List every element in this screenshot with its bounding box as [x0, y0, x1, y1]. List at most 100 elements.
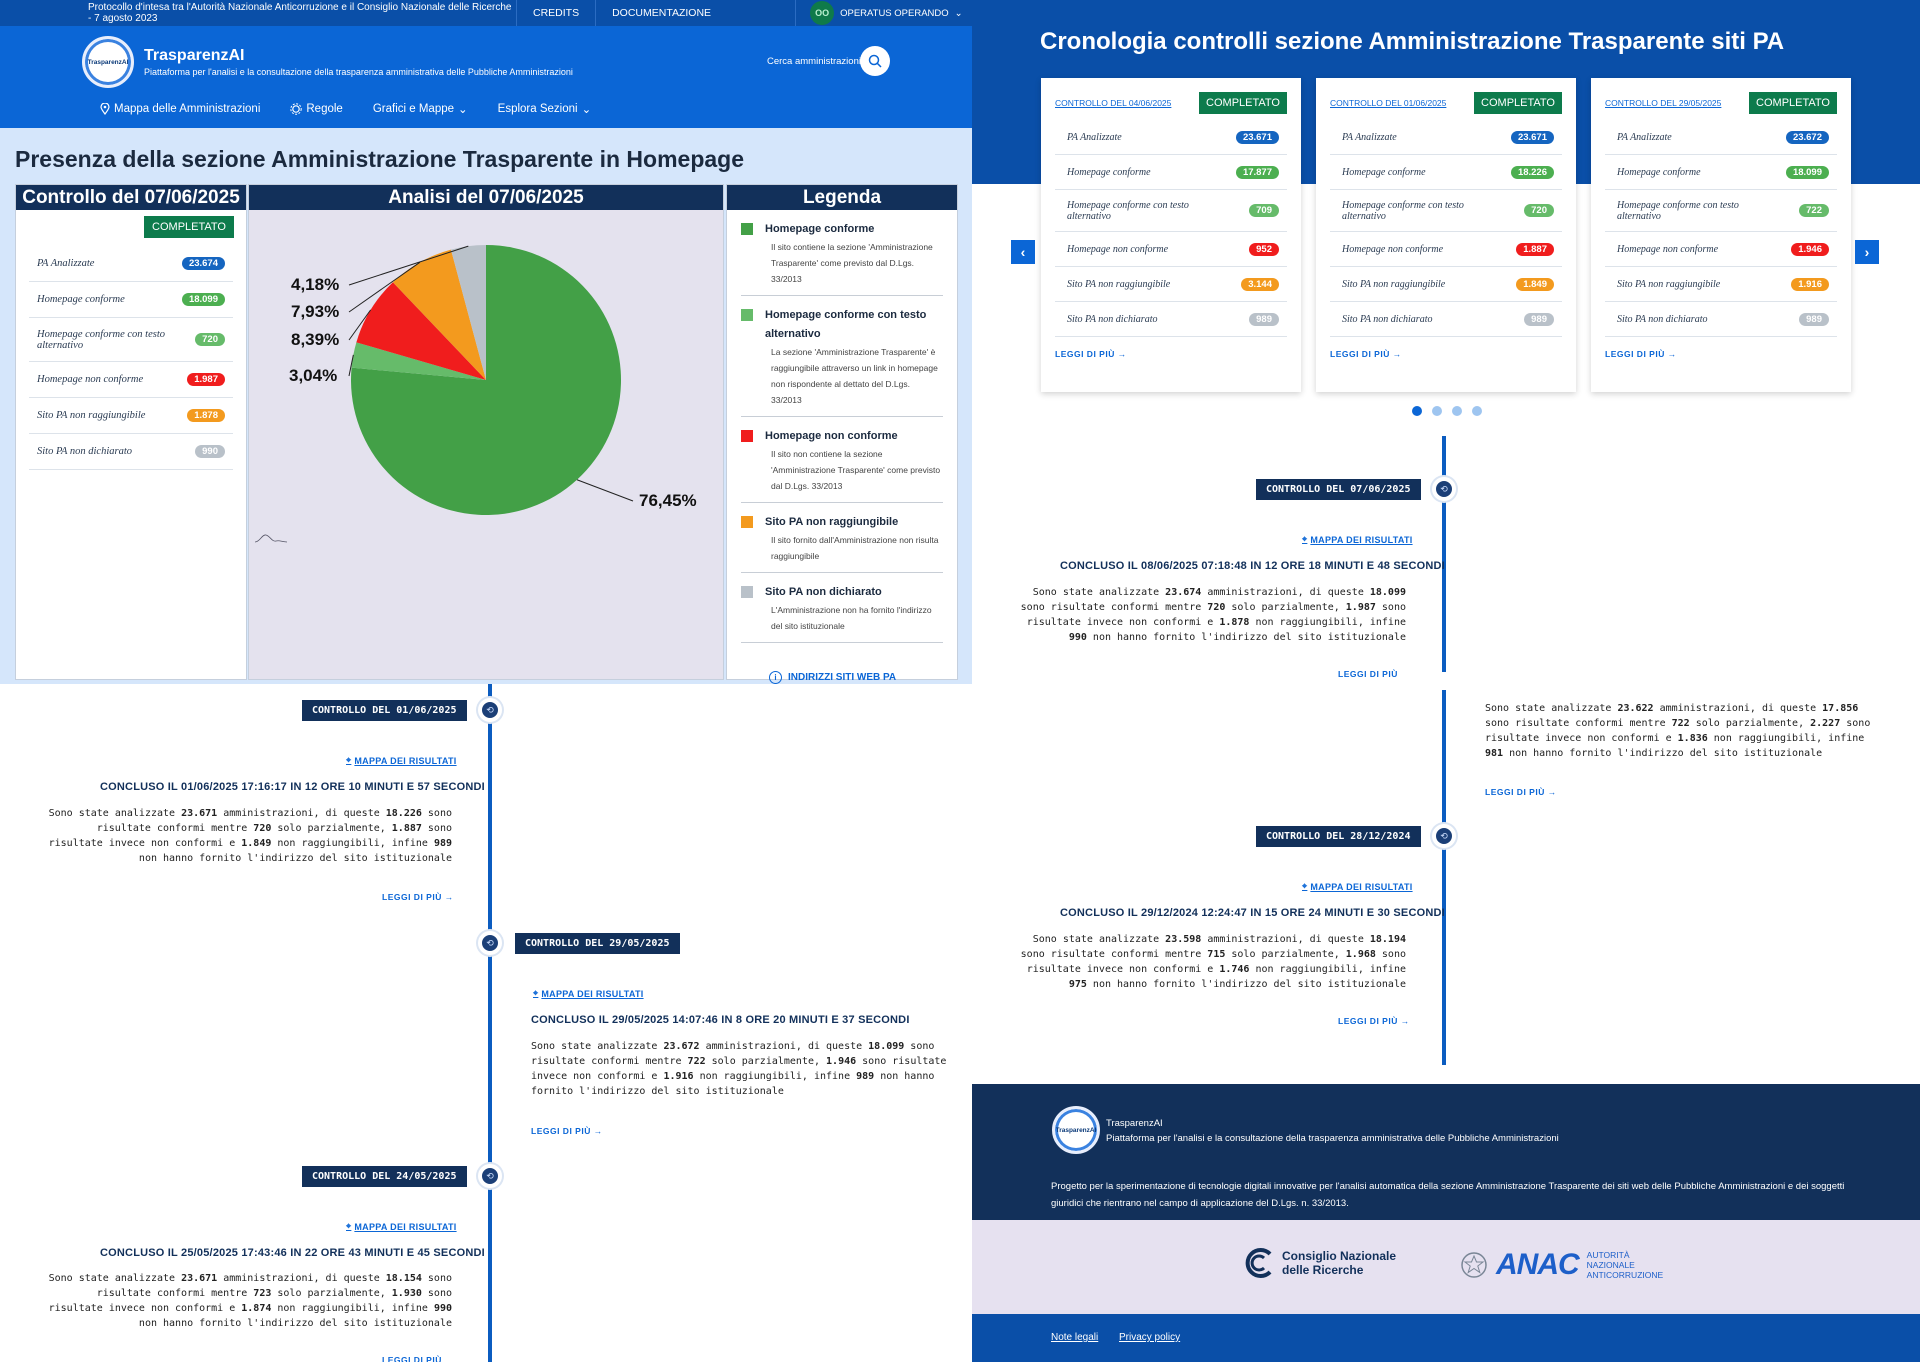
documentation-link[interactable]: DOCUMENTAZIONE: [595, 0, 795, 26]
stat-value: 989: [1524, 312, 1554, 326]
anac-logo[interactable]: ANAC AUTORITÀ NAZIONALE ANTICORRUZIONE: [1460, 1248, 1663, 1282]
analysis-box: Analisi del 07/06/2025 76,45% 3,04% 8,39% 7…: [248, 184, 724, 680]
stat-row: Sito PA non dichiarato 989: [1605, 302, 1837, 337]
legend-swatch: [741, 516, 753, 528]
summary-text: solo parzialmente,: [271, 823, 392, 834]
map-results-link[interactable]: ⌖ MAPPA DEI RISULTATI: [346, 755, 457, 766]
sparkline-icon: [254, 534, 288, 543]
pie-data-label: 3,04%: [289, 366, 337, 385]
search-button[interactable]: [860, 46, 890, 76]
read-more-link[interactable]: LEGGI DI PIÙ: [1338, 669, 1398, 679]
legend-heading: Legenda: [727, 185, 957, 210]
protocol-text: Protocollo d'intesa tra l'Autorità Nazio…: [88, 2, 512, 24]
summary-number: 715: [1207, 949, 1226, 960]
summary-number: 1.916: [663, 1071, 694, 1082]
legend-description: Il sito non contiene la sezione 'Amminis…: [771, 449, 941, 491]
carousel-dot[interactable]: [1452, 406, 1462, 416]
summary-number: 1.746: [1219, 964, 1250, 975]
summary-text: amministrazioni, di queste: [1201, 587, 1370, 598]
summary-number: 18.099: [1369, 587, 1406, 598]
brand-logo[interactable]: TrasparenzAI: [82, 36, 134, 88]
chevron-left-icon: ‹: [1020, 244, 1026, 260]
nav-rules[interactable]: Regole: [290, 102, 343, 116]
summary-text: sono risultate invece non conformi e: [1485, 718, 1871, 744]
status-menu[interactable]: OO OPERATUS OPERANDO ⌄: [795, 0, 963, 26]
carousel-prev-button[interactable]: ‹: [1011, 240, 1035, 264]
stat-value: 989: [1249, 312, 1279, 326]
pie-slice[interactable]: [450, 245, 486, 380]
map-pin-icon: [100, 103, 110, 115]
pie-leader-line: [348, 354, 354, 377]
brand-name[interactable]: TrasparenzAI: [144, 47, 245, 64]
footer-logo[interactable]: TrasparenzAI: [1052, 1106, 1100, 1154]
stat-row: Sito PA non dichiarato 990: [29, 434, 233, 470]
map-results-link[interactable]: ⌖ MAPPA DEI RISULTATI: [346, 1221, 457, 1232]
nav-map[interactable]: Mappa delle Amministrazioni: [100, 102, 260, 116]
carousel-next-button[interactable]: ›: [1855, 240, 1879, 264]
stat-value: 1.946: [1791, 242, 1829, 256]
read-more-link[interactable]: LEGGI DI PIÙ →: [1330, 349, 1402, 359]
read-more-link[interactable]: LEGGI DI PIÙ →: [382, 892, 454, 902]
carousel-dot[interactable]: [1432, 406, 1442, 416]
credits-link[interactable]: CREDITS: [516, 0, 595, 26]
read-more-link[interactable]: LEGGI DI PIÙ →: [1605, 349, 1677, 359]
stat-label: Sito PA non dichiarato: [1617, 313, 1708, 325]
pie-slice[interactable]: [351, 342, 486, 380]
summary-number: 723: [253, 1288, 272, 1299]
cnr-logo[interactable]: Consiglio Nazionale delle Ricerche: [1242, 1246, 1396, 1280]
pie-leader-line: [348, 261, 421, 313]
nav-rules-label: Regole: [306, 103, 343, 115]
map-results-link[interactable]: ⌖ MAPPA DEI RISULTATI: [1302, 534, 1413, 545]
read-more-link[interactable]: LEGGI DI PIÙ →: [1485, 787, 1557, 797]
summary-text: non raggiungibili, infine: [271, 1303, 434, 1314]
timeline-node-icon: ⟲: [478, 698, 502, 722]
stat-value: 23.671: [1235, 130, 1279, 144]
card-control-link[interactable]: CONTROLLO DEL 04/06/2025: [1055, 98, 1172, 108]
summary-text: amministrazioni, di queste: [699, 1041, 869, 1052]
nav-charts-label: Grafici e Mappe: [372, 103, 455, 115]
summary-number: 722: [1671, 718, 1690, 729]
timeline-tag: CONTROLLO DEL 29/05/2025: [515, 933, 680, 954]
pie-data-label: 7,93%: [291, 302, 339, 321]
stat-row: Homepage non conforme 952: [1055, 232, 1287, 267]
pie-slice[interactable]: [351, 245, 621, 515]
map-results-label: MAPPA DEI RISULTATI: [541, 988, 644, 999]
addresses-link-label: INDIRIZZI SITI WEB PA: [788, 672, 897, 683]
summary-text: solo parzialmente,: [271, 1288, 392, 1299]
pie-slice[interactable]: [356, 282, 486, 380]
summary-text: non hanno fornito l'indirizzo del sito i…: [1503, 748, 1823, 759]
privacy-policy-link[interactable]: Privacy policy: [1119, 1332, 1181, 1343]
summary-number: 23.674: [1165, 587, 1202, 598]
summary-text: sono risultate conformi mentre: [1020, 602, 1208, 613]
stat-value: 18.226: [1510, 165, 1554, 179]
map-results-link[interactable]: ⌖ MAPPA DEI RISULTATI: [1302, 881, 1413, 892]
read-more-link[interactable]: LEGGI DI PIÙ →: [1338, 1016, 1410, 1026]
summary-text: non hanno fornito l'indirizzo del sito i…: [138, 853, 452, 864]
stat-row: Homepage conforme 18.099: [29, 282, 233, 318]
timeline-summary: Sono state analizzate 23.672 amministraz…: [531, 1039, 951, 1099]
timeline-summary: Sono state analizzate 23.622 amministraz…: [1485, 701, 1885, 761]
read-more-link[interactable]: LEGGI DI PIÙ: [382, 1355, 442, 1362]
carousel-dot[interactable]: [1412, 406, 1422, 416]
page-title: Presenza della sezione Amministrazione T…: [15, 146, 745, 172]
legal-notes-link[interactable]: Note legali: [1051, 1332, 1099, 1343]
card-control-link[interactable]: CONTROLLO DEL 01/06/2025: [1330, 98, 1447, 108]
summary-number: 1.987: [1345, 602, 1376, 613]
timeline-line: [1442, 690, 1446, 1065]
stat-value: 1.878: [187, 409, 225, 422]
nav-explore[interactable]: Esplora Sezioni ⌄: [498, 102, 592, 116]
stat-row: Homepage conforme con testo alternativo 7…: [1055, 190, 1287, 232]
card-control-link[interactable]: CONTROLLO DEL 29/05/2025: [1605, 98, 1722, 108]
addresses-link[interactable]: i INDIRIZZI SITI WEB PA: [769, 671, 896, 684]
nav-charts[interactable]: Grafici e Mappe ⌄: [373, 102, 468, 116]
map-results-link[interactable]: ⌖ MAPPA DEI RISULTATI: [533, 988, 644, 999]
republic-emblem-icon: [1461, 1252, 1487, 1278]
pie-slice[interactable]: [392, 249, 486, 380]
read-more-link[interactable]: LEGGI DI PIÙ →: [1055, 349, 1127, 359]
stat-row: PA Analizzate 23.671: [1055, 120, 1287, 155]
stat-value: 720: [195, 333, 225, 346]
summary-text: non hanno fornito l'indirizzo del sito i…: [138, 1318, 452, 1329]
read-more-link[interactable]: LEGGI DI PIÙ →: [531, 1126, 603, 1136]
carousel-dot[interactable]: [1472, 406, 1482, 416]
stat-label: Sito PA non dichiarato: [37, 446, 132, 457]
